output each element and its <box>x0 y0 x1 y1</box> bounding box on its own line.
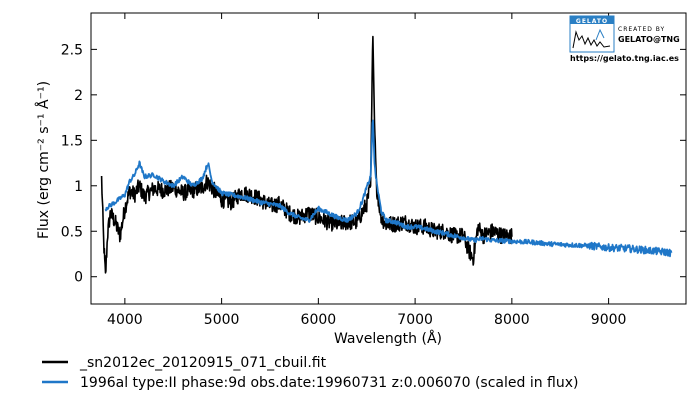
y-tick-label: 2.5 <box>61 42 83 58</box>
legend-label-series-2: 1996al type:II phase:9d obs.date:1996073… <box>80 375 578 391</box>
y-axis-title: Flux (erg cm⁻² s⁻¹ Å⁻¹) <box>35 81 52 239</box>
ticks-layer: 4000 5000 6000 7000 8000 9000 0 0.5 1 1.5 2 2.5 <box>61 13 686 328</box>
x-axis-title: Wavelength (Å) <box>334 330 442 347</box>
logo-created-by: CREATED BY <box>618 26 665 33</box>
x-tick-label: 9000 <box>591 312 627 328</box>
legend: _sn2012ec_20120915_071_cbuil.fit 1996al … <box>42 355 578 391</box>
y-tick-label: 0 <box>74 270 83 286</box>
x-tick-label: 7000 <box>397 312 433 328</box>
x-tick-label: 6000 <box>301 312 337 328</box>
y-tick-label: 0.5 <box>61 224 83 240</box>
plot-frame <box>90 12 687 305</box>
series-layer <box>100 35 673 274</box>
y-tick-label: 1.5 <box>61 133 83 149</box>
series-line-2 <box>104 119 673 258</box>
x-tick-label: 8000 <box>494 312 530 328</box>
gelato-logo: GELATO CREATED BY GELATO@TNG https://gel… <box>569 15 680 63</box>
y-tick-label: 1 <box>74 179 83 195</box>
legend-label-series-1: _sn2012ec_20120915_071_cbuil.fit <box>79 355 327 371</box>
x-tick-label: 5000 <box>204 312 240 328</box>
x-tick-label: 4000 <box>107 312 143 328</box>
y-tick-label: 2 <box>74 88 83 104</box>
logo-credit: GELATO@TNG <box>618 35 680 44</box>
logo-spectrum-icon <box>572 30 611 49</box>
logo-name: GELATO <box>576 18 608 25</box>
logo-url: https://gelato.tng.iac.es <box>570 54 679 63</box>
